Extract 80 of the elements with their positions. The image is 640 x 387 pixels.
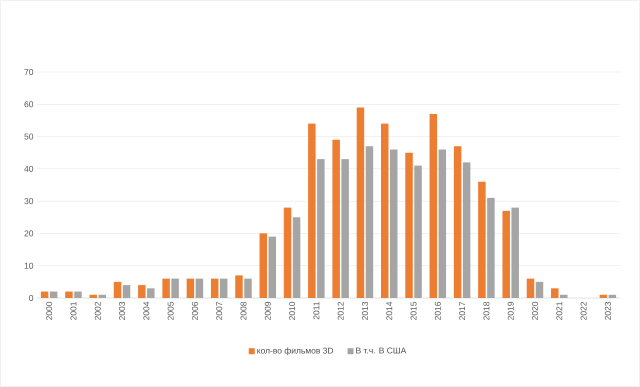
y-tick-label: 0 <box>29 295 34 301</box>
bar <box>89 294 97 298</box>
bar <box>380 124 388 298</box>
bar <box>430 114 438 298</box>
bar <box>196 278 204 298</box>
x-tick-label: 2019 <box>508 302 514 320</box>
bar <box>366 146 374 298</box>
bar <box>40 292 48 298</box>
bar <box>478 182 486 298</box>
bar <box>462 162 470 298</box>
y-tick-label: 30 <box>24 198 34 204</box>
bar <box>268 236 276 298</box>
x-tick-label: 2020 <box>532 302 538 320</box>
bar <box>502 210 510 298</box>
x-tick-label: 2021 <box>556 302 562 320</box>
bar <box>147 288 155 298</box>
y-tick-label: 10 <box>24 262 34 269</box>
bar <box>98 294 106 298</box>
x-tick-label: 2004 <box>143 302 150 320</box>
legend-label: кол-во фильмов 3D <box>257 347 334 356</box>
bar <box>511 208 519 298</box>
bar <box>74 292 82 298</box>
x-tick-label: 2023 <box>604 302 611 320</box>
bar <box>536 282 544 298</box>
x-tick-label: 2010 <box>289 302 296 320</box>
bar <box>317 159 325 298</box>
x-tick-label: 2013 <box>362 302 368 320</box>
x-tick-label: 2016 <box>434 302 441 320</box>
bar <box>235 275 243 298</box>
bar <box>138 285 146 298</box>
bar <box>600 294 608 298</box>
x-tick-label: 2018 <box>483 302 490 320</box>
x-tick-label: 2009 <box>264 302 271 320</box>
bar <box>560 294 568 298</box>
x-tick-label: 2002 <box>94 302 101 320</box>
bar <box>284 208 292 298</box>
bar <box>341 159 349 298</box>
bar <box>244 278 252 298</box>
bar <box>608 294 616 298</box>
bar <box>414 166 422 298</box>
bar <box>220 278 228 298</box>
bar <box>390 149 398 298</box>
bar <box>332 140 340 298</box>
bar <box>292 217 300 298</box>
x-tick-label: 2014 <box>386 302 392 320</box>
bar <box>438 149 446 298</box>
bar <box>526 278 534 298</box>
bar <box>487 198 495 298</box>
bar <box>162 278 170 298</box>
bar <box>50 292 58 298</box>
x-tick-label: 2012 <box>338 302 344 320</box>
x-tick-label: 2000 <box>46 302 52 320</box>
bar <box>405 152 413 298</box>
x-tick-label: 2005 <box>168 302 174 320</box>
x-tick-label: 2007 <box>216 302 222 320</box>
y-tick-label: 60 <box>24 101 34 108</box>
bar <box>65 292 73 298</box>
y-tick-label: 40 <box>24 166 34 172</box>
bar <box>186 278 194 298</box>
bar <box>210 278 218 298</box>
bar <box>551 288 559 298</box>
x-tick-label: 2003 <box>119 302 126 320</box>
y-tick-label: 70 <box>24 69 34 75</box>
x-tick-label: 2008 <box>240 302 246 320</box>
bar <box>122 285 130 298</box>
x-tick-label: 2022 <box>580 302 587 320</box>
bar <box>454 146 462 298</box>
y-tick-label: 20 <box>24 230 34 236</box>
x-tick-label: 2001 <box>70 302 76 320</box>
x-tick-label: 2017 <box>459 302 466 320</box>
x-tick-label: 2015 <box>410 302 417 320</box>
bar <box>260 233 268 298</box>
y-tick-label: 50 <box>24 134 34 140</box>
bar <box>114 282 122 298</box>
bar <box>356 108 364 298</box>
bar <box>308 124 316 298</box>
x-tick-label: 2006 <box>192 302 198 320</box>
bar <box>171 278 179 298</box>
x-tick-label: 2011 <box>313 302 320 320</box>
legend-label: В т.ч. В США <box>356 348 406 354</box>
